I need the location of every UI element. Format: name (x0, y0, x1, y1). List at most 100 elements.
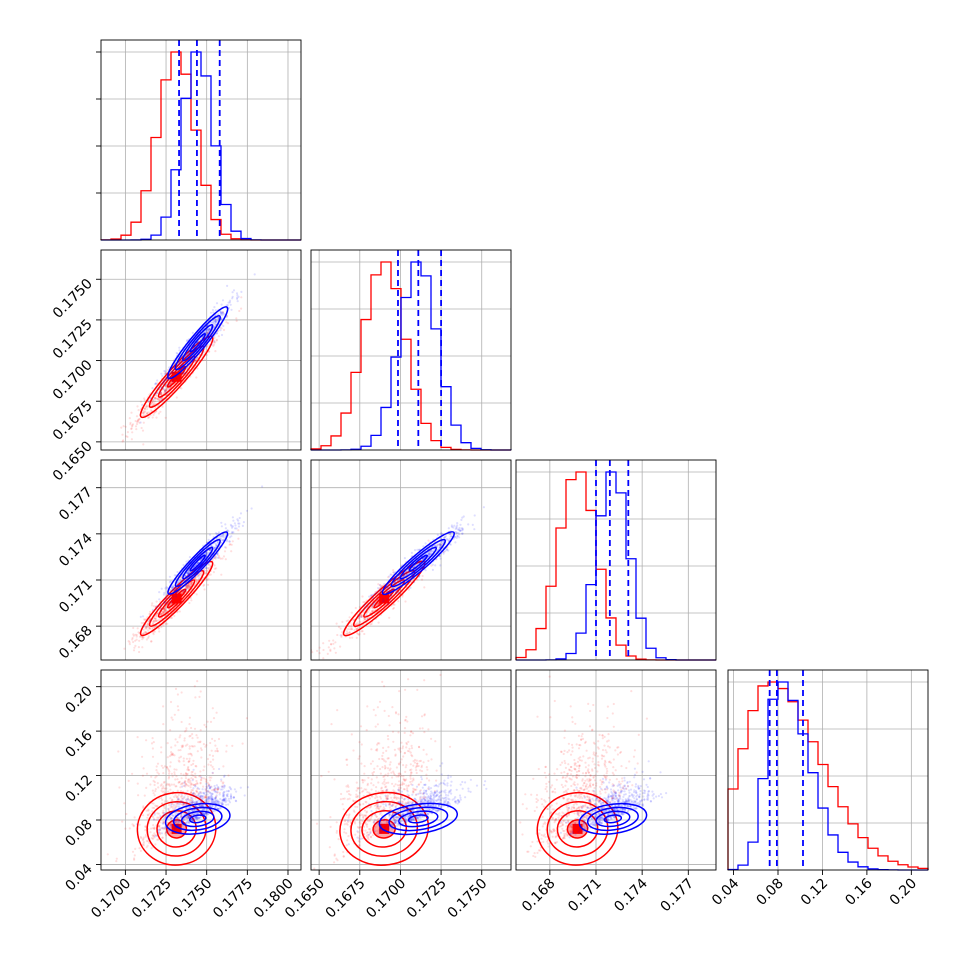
blue-point (191, 779, 194, 782)
red-point (442, 550, 445, 554)
blue-point (212, 798, 215, 801)
red-point (187, 815, 190, 818)
red-point (174, 744, 177, 747)
blue-point (379, 589, 382, 592)
blue-point (187, 572, 190, 576)
blue-point (360, 615, 363, 619)
blue-point (151, 387, 154, 390)
red-point (181, 803, 184, 806)
red-point (161, 611, 164, 614)
blue-point (372, 593, 375, 596)
blue-point (456, 524, 459, 527)
red-point (189, 752, 192, 755)
blue-point (155, 382, 158, 385)
red-point (163, 389, 167, 392)
blue-point (231, 291, 234, 294)
red-point (198, 573, 201, 576)
red-point (183, 739, 186, 742)
blue-point (339, 634, 342, 637)
red-point (173, 754, 176, 757)
red-point (157, 412, 160, 415)
red-point (199, 747, 203, 750)
red-point (205, 744, 208, 747)
red-point (145, 405, 148, 408)
blue-point (215, 533, 218, 536)
blue-point (220, 534, 223, 537)
red-point (170, 746, 173, 749)
blue-point (156, 379, 159, 382)
red-point (355, 628, 358, 631)
blue-point (398, 574, 401, 577)
red-point (154, 400, 157, 403)
blue-point (205, 554, 208, 557)
red-point (190, 777, 193, 780)
blue-point (237, 519, 240, 522)
red-point (222, 555, 226, 558)
blue-point (165, 596, 168, 599)
blue-point (172, 588, 175, 592)
red-point (162, 610, 165, 614)
red-point (187, 765, 190, 769)
blue-point (180, 358, 183, 362)
red-point (151, 810, 154, 813)
red-point (217, 554, 220, 557)
blue-point (185, 587, 188, 591)
red-point (190, 582, 193, 585)
red-point (195, 790, 198, 793)
red-point (190, 791, 193, 794)
blue-point (458, 529, 462, 532)
red-point (339, 627, 342, 630)
blue-point (190, 814, 193, 817)
blue-point (211, 308, 214, 312)
blue-point (434, 545, 437, 548)
red-point (166, 782, 169, 786)
blue-point (156, 605, 160, 608)
red-point (161, 811, 164, 814)
red-point (154, 396, 157, 400)
red-point (194, 797, 197, 800)
red-point (173, 614, 176, 618)
blue-point (169, 817, 172, 820)
red-point (151, 747, 154, 750)
blue-point (215, 319, 218, 322)
blue-point (170, 601, 173, 604)
blue-point (452, 526, 455, 529)
red-point (162, 624, 165, 627)
blue-point (207, 538, 210, 541)
blue-point (253, 273, 256, 276)
blue-point (229, 523, 232, 527)
red-point (207, 567, 210, 570)
blue-point (240, 290, 243, 293)
blue-point (424, 542, 427, 545)
red-point (216, 787, 219, 791)
red-point (145, 625, 148, 628)
red-point (332, 642, 335, 645)
red-point (154, 394, 157, 397)
red-point (156, 782, 159, 785)
blue-point (189, 813, 192, 816)
blue-point (161, 374, 164, 377)
red-point (173, 768, 176, 771)
red-point (175, 802, 178, 806)
red-point (152, 741, 155, 744)
red-point (131, 638, 134, 641)
red-point (216, 747, 219, 750)
red-point (212, 571, 215, 574)
blue-point (205, 782, 208, 786)
blue-point (208, 328, 211, 331)
red-point (195, 357, 198, 360)
blue-point (245, 509, 249, 512)
red-point (206, 331, 209, 334)
red-point (147, 809, 150, 812)
red-point (179, 749, 182, 752)
red-point (345, 630, 349, 633)
blue-point (395, 577, 399, 581)
red-point (421, 574, 424, 578)
red-point (167, 808, 170, 811)
blue-point (193, 801, 196, 804)
blue-point (183, 784, 186, 787)
blue-point (185, 816, 188, 819)
red-point (187, 760, 190, 763)
red-point (163, 608, 167, 612)
red-point (190, 599, 193, 602)
